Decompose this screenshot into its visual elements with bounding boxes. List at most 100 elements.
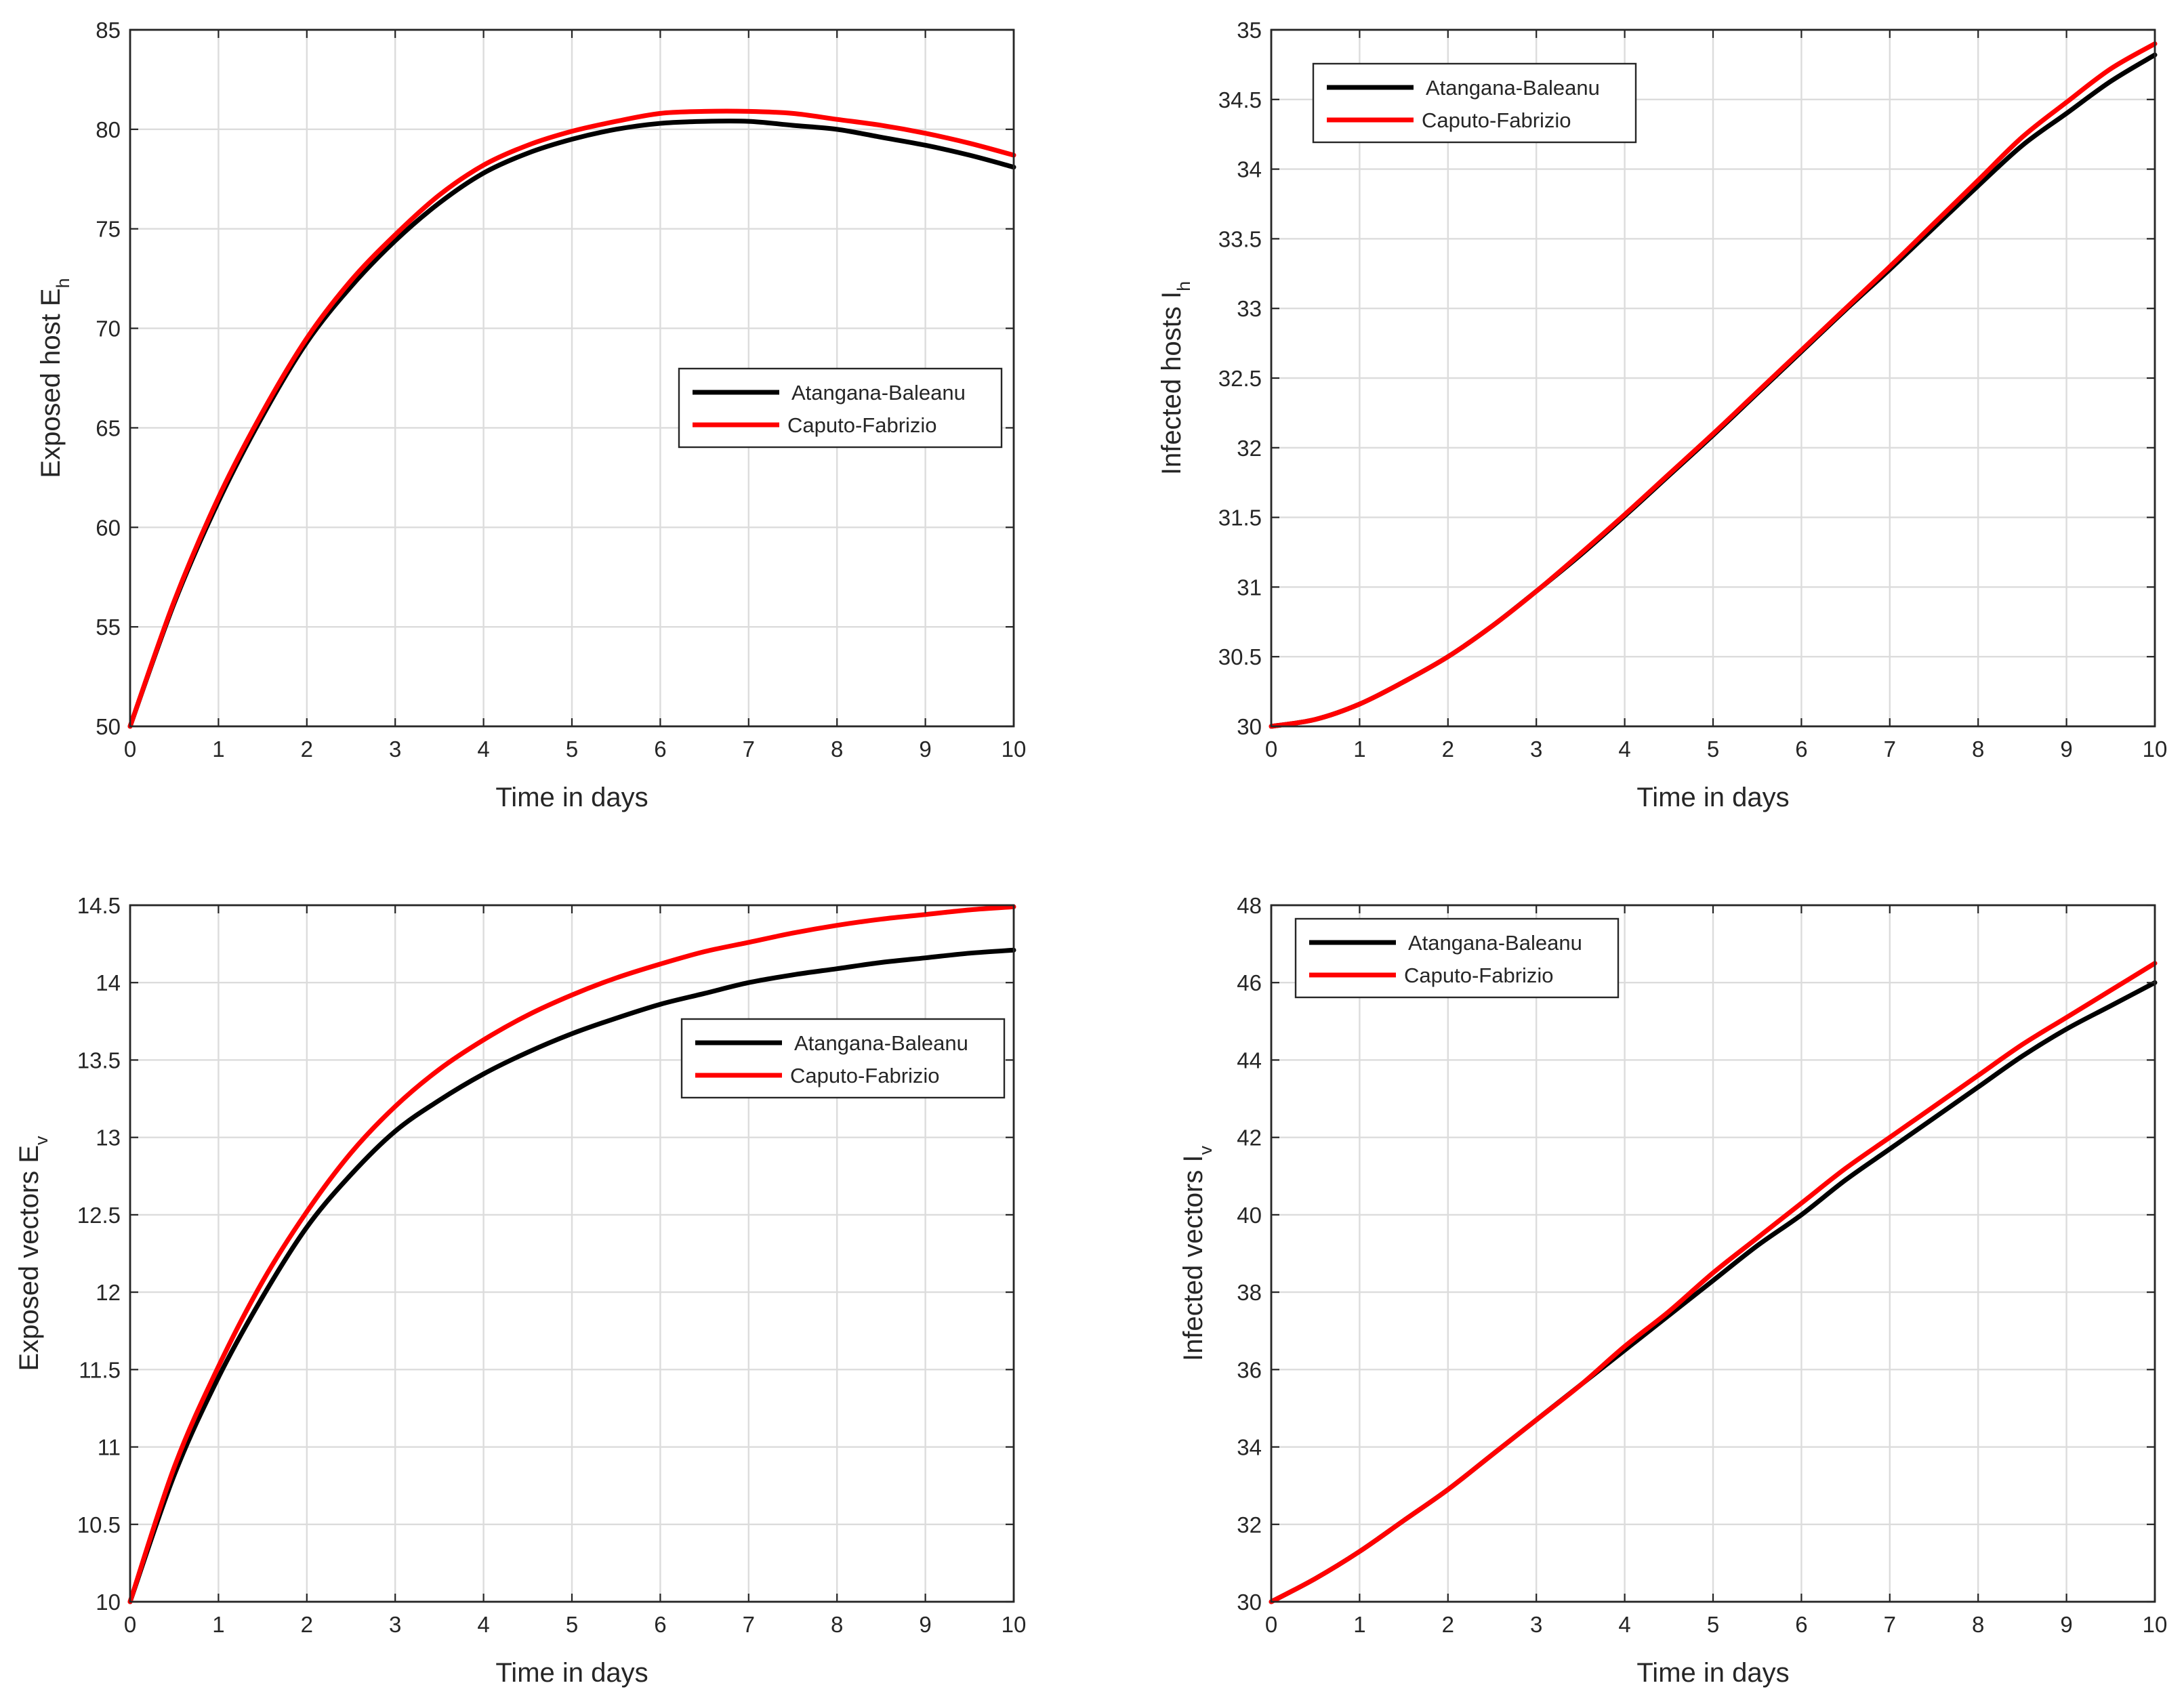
y-tick-label: 34.5 <box>1218 87 1262 112</box>
legend-label-atangana-baleanu: Atangana-Baleanu <box>791 381 966 405</box>
y-tick-label: 55 <box>96 615 121 640</box>
x-tick-label: 4 <box>1618 1612 1630 1637</box>
legend-label-atangana-baleanu: Atangana-Baleanu <box>1426 76 1600 100</box>
x-tick-label: 6 <box>1795 1612 1807 1637</box>
x-tick-label: 0 <box>124 1612 136 1637</box>
x-tick-label: 9 <box>2060 737 2072 762</box>
x-tick-labels: 0 1 2 3 4 5 6 7 8 9 10 <box>124 737 1027 762</box>
y-axis-label-main: Exposed vectors E <box>14 1145 44 1371</box>
x-axis-label: Time in days <box>495 1658 648 1688</box>
x-tick-label: 10 <box>1002 1612 1027 1637</box>
x-tick-label: 3 <box>389 737 401 762</box>
x-axis-label: Time in days <box>1636 1658 1789 1688</box>
x-tick-label: 6 <box>1795 737 1807 762</box>
ticks <box>1270 28 2156 728</box>
y-tick-labels: 30 32 34 36 38 40 42 44 46 48 <box>1237 893 1262 1615</box>
legend-label-caputo-fabrizio: Caputo-Fabrizio <box>1404 963 1554 987</box>
x-tick-label: 5 <box>566 1612 578 1637</box>
x-tick-label: 3 <box>1530 737 1542 762</box>
y-tick-label: 70 <box>96 316 121 341</box>
series-line-caputo-fabrizio <box>127 108 1016 729</box>
legend: Atangana-Baleanu Caputo-Fabrizio <box>1294 917 1620 999</box>
x-tick-label: 4 <box>477 737 489 762</box>
y-tick-label: 11.5 <box>79 1357 121 1382</box>
y-axis-label-subscript: h <box>53 278 73 288</box>
ticks <box>1270 904 2156 1603</box>
y-tick-label: 10 <box>96 1590 121 1615</box>
x-tick-label: 10 <box>1002 737 1027 762</box>
y-tick-label: 31 <box>1237 575 1262 600</box>
x-tick-label: 1 <box>1353 1612 1365 1637</box>
y-tick-label: 13 <box>96 1125 121 1150</box>
grid <box>1271 905 2155 1602</box>
x-tick-label: 4 <box>477 1612 489 1637</box>
x-tick-label: 0 <box>124 737 136 762</box>
panel-infected-hosts: 0 1 2 3 4 5 6 7 8 9 10 3030.53131.53232.53333.5343… <box>1157 18 2167 812</box>
x-tick-label: 10 <box>2143 737 2168 762</box>
x-tick-label: 3 <box>1530 1612 1542 1637</box>
y-axis-label-main: Infected hosts I <box>1157 291 1187 475</box>
legend: Atangana-Baleanu Caputo-Fabrizio <box>678 367 1003 449</box>
x-tick-label: 5 <box>1707 1612 1719 1637</box>
legend-label-caputo-fabrizio: Caputo-Fabrizio <box>1422 108 1571 132</box>
y-tick-label: 46 <box>1237 970 1262 995</box>
x-tick-label: 1 <box>1353 737 1365 762</box>
y-tick-label: 33 <box>1237 296 1262 321</box>
x-tick-label: 1 <box>212 737 224 762</box>
y-tick-label: 36 <box>1237 1357 1262 1382</box>
y-tick-label: 10.5 <box>77 1512 121 1537</box>
y-tick-label: 80 <box>96 117 121 142</box>
grid <box>1271 30 2155 726</box>
y-tick-labels: 10 10.5 11 11.5 12 12.5 13 13.5 14 14.5 <box>77 893 121 1615</box>
y-axis-label-subscript: v <box>1195 1145 1216 1155</box>
panel-exposed-vectors: 0 1 2 3 4 5 6 7 8 9 10 1010.51111.51212.51313.5141… <box>14 893 1026 1688</box>
legend-box <box>1294 917 1620 999</box>
y-tick-labels: 30 30.5 31 31.5 32 32.5 33 33.5 34 34.5 35 <box>1218 18 1262 739</box>
legend: Atangana-Baleanu Caputo-Fabrizio <box>680 1018 1006 1099</box>
x-tick-label: 4 <box>1618 737 1630 762</box>
y-tick-label: 48 <box>1237 893 1262 918</box>
ticks <box>129 28 1015 728</box>
x-tick-labels: 0 1 2 3 4 5 6 7 8 9 10 <box>124 1612 1027 1637</box>
y-axis-label: Exposed vectors Ev <box>14 1136 51 1371</box>
legend: Atangana-Baleanu Caputo-Fabrizio <box>1312 62 1637 144</box>
x-tick-label: 9 <box>2060 1612 2072 1637</box>
x-tick-label: 8 <box>831 1612 843 1637</box>
y-tick-label: 60 <box>96 515 121 540</box>
y-axis-label-subscript: v <box>31 1136 51 1145</box>
panel-exposed-host: 0 1 2 3 4 5 6 7 8 9 10 50 55 60 65 70 75 80 85 Time in da… <box>36 18 1026 812</box>
series-layer <box>1269 41 2158 729</box>
series-layer <box>127 108 1016 729</box>
y-tick-label: 50 <box>96 714 121 739</box>
x-tick-label: 0 <box>1265 737 1277 762</box>
x-tick-label: 7 <box>743 737 755 762</box>
y-tick-label: 38 <box>1237 1280 1262 1305</box>
y-axis-label-main: Exposed host E <box>36 288 66 478</box>
legend-label-atangana-baleanu: Atangana-Baleanu <box>794 1031 968 1055</box>
x-tick-label: 8 <box>831 737 843 762</box>
y-tick-label: 14.5 <box>77 893 121 918</box>
y-tick-label: 13.5 <box>77 1048 121 1073</box>
x-tick-label: 10 <box>2143 1612 2168 1637</box>
series-line-caputo-fabrizio <box>1269 961 2158 1604</box>
legend-label-caputo-fabrizio: Caputo-Fabrizio <box>790 1064 940 1087</box>
y-tick-label: 31.5 <box>1218 505 1262 531</box>
y-tick-label: 34 <box>1237 1435 1262 1460</box>
x-tick-label: 8 <box>1972 1612 1984 1637</box>
x-tick-label: 7 <box>743 1612 755 1637</box>
y-tick-label: 40 <box>1237 1203 1262 1228</box>
y-tick-labels: 50 55 60 65 70 75 80 85 <box>96 18 121 739</box>
y-tick-label: 32 <box>1237 436 1262 461</box>
x-tick-label: 2 <box>1442 737 1454 762</box>
legend-box <box>680 1018 1006 1099</box>
y-tick-label: 11 <box>98 1435 121 1460</box>
x-tick-labels: 0 1 2 3 4 5 6 7 8 9 10 <box>1265 737 2168 762</box>
x-tick-labels: 0 1 2 3 4 5 6 7 8 9 10 <box>1265 1612 2168 1637</box>
x-tick-label: 8 <box>1972 737 1984 762</box>
x-tick-label: 9 <box>919 737 931 762</box>
y-axis-label: Exposed host Eh <box>36 278 73 478</box>
y-tick-label: 12.5 <box>77 1203 121 1228</box>
legend-label-atangana-baleanu: Atangana-Baleanu <box>1408 931 1582 955</box>
